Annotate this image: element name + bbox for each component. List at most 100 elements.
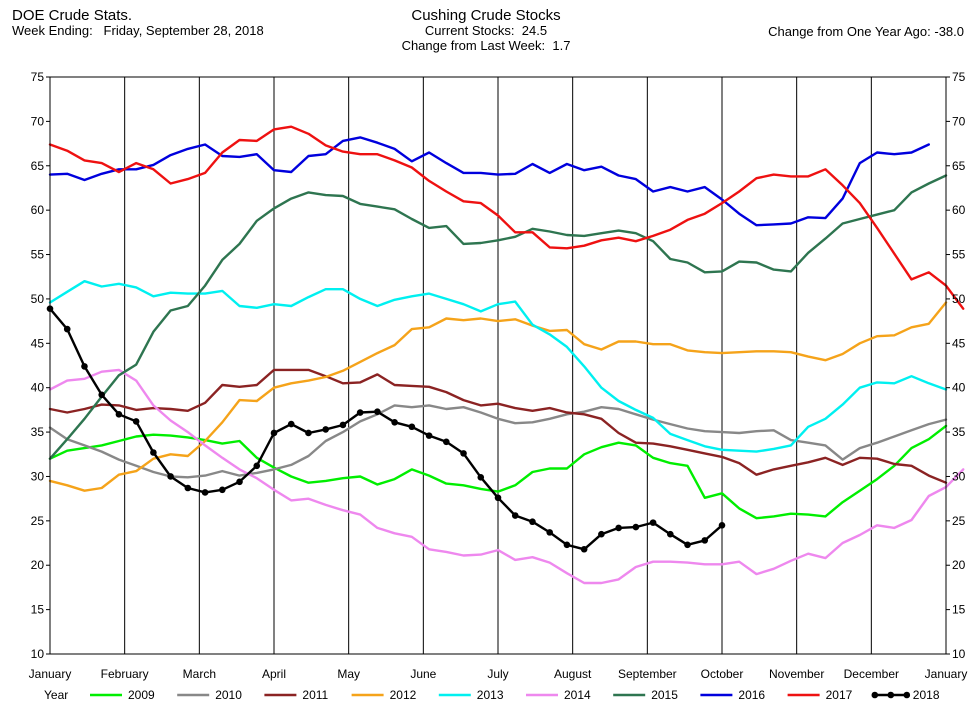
- x-tick-label: April: [262, 667, 286, 681]
- series-2016: [48, 136, 930, 227]
- x-tick-label: June: [410, 667, 436, 681]
- data-point: [529, 518, 536, 526]
- data-point: [81, 363, 88, 370]
- data-point: [701, 537, 709, 544]
- week-ending-label: Week Ending:: [12, 23, 93, 38]
- y-axis-left: 10 15 20 25 30 35 40 45 50 55 60 65 70 75: [31, 70, 50, 661]
- y-tick-label-left: 65: [31, 159, 45, 173]
- legend-item: 2016: [700, 688, 765, 702]
- series-2014: [48, 368, 965, 585]
- y-tick-label-left: 60: [31, 203, 45, 217]
- x-tick-label: August: [554, 667, 592, 681]
- y-tick-label-right: 60: [952, 203, 966, 217]
- data-point: [477, 474, 485, 481]
- x-tick-label: February: [101, 667, 149, 681]
- y-tick-label-right: 45: [952, 336, 966, 350]
- series-2015: [48, 174, 948, 460]
- week-ending-value: Friday, September 28, 2018: [103, 23, 264, 38]
- legend-item: 2010: [177, 688, 242, 702]
- y-tick-label-left: 50: [31, 292, 45, 306]
- series-2017: [48, 125, 965, 310]
- data-point: [684, 541, 691, 549]
- data-point: [425, 432, 433, 439]
- series-line: [48, 368, 965, 585]
- plot-border: [49, 76, 947, 655]
- chart-title: Cushing Crude Stocks: [411, 7, 561, 24]
- legend-item: 2013: [438, 688, 504, 702]
- data-point: [63, 325, 71, 333]
- data-point: [322, 426, 329, 433]
- legend-label: 2014: [564, 688, 591, 702]
- y-tick-label-left: 45: [31, 336, 45, 350]
- y-tick-label-right: 25: [952, 514, 966, 528]
- x-tick-label: October: [701, 667, 744, 681]
- legend-marker: [887, 691, 895, 699]
- series-line: [48, 301, 948, 492]
- legend-label: 2017: [826, 688, 853, 702]
- header-right: Change from One Year Ago: -38.0: [768, 24, 964, 39]
- legend-item: 2018: [871, 688, 940, 702]
- x-tick-label: May: [337, 667, 360, 681]
- data-point: [356, 409, 364, 416]
- legend-marker: [903, 691, 911, 699]
- data-point: [667, 530, 674, 538]
- series-2009: [48, 424, 948, 520]
- legend-label: 2012: [390, 688, 417, 702]
- y-tick-label-left: 20: [31, 558, 45, 572]
- data-point: [253, 462, 261, 470]
- y-tick-label-right: 20: [952, 558, 966, 572]
- series-2010: [48, 404, 948, 479]
- data-point: [167, 473, 174, 480]
- x-tick-label: March: [183, 667, 216, 681]
- y-tick-label-right: 15: [952, 603, 966, 617]
- series-line: [48, 174, 948, 460]
- data-point: [632, 523, 640, 531]
- legend-label: 2009: [128, 688, 155, 702]
- series-2018: [46, 305, 726, 553]
- data-point: [150, 449, 157, 456]
- data-point: [408, 423, 416, 431]
- y-tick-label-right: 30: [952, 469, 966, 483]
- y-tick-label-left: 75: [31, 70, 45, 84]
- data-point: [132, 418, 140, 425]
- legend: Year 2009 2010 2011 2012 2013 2014 2015 2016 2017…: [44, 688, 940, 702]
- header-center: Cushing Crude Stocks Current Stocks: 24.5…: [0, 8, 972, 53]
- series-line: [48, 307, 724, 551]
- current-stocks-value: 24.5: [521, 23, 548, 38]
- app-title: DOE Crude Stats.: [12, 7, 133, 24]
- series-line: [48, 125, 965, 310]
- legend-item: 2011: [264, 688, 329, 702]
- plot-frame: [49, 76, 947, 655]
- series-line: [48, 136, 930, 227]
- x-tick-label: November: [769, 667, 824, 681]
- data-point: [391, 419, 398, 426]
- y-tick-label-right: 75: [952, 70, 966, 84]
- legend-label: 2013: [477, 688, 504, 702]
- legend-label: 2018: [913, 688, 940, 702]
- y-tick-label-left: 40: [31, 381, 45, 395]
- data-point: [339, 421, 347, 429]
- x-tick-label: December: [844, 667, 899, 681]
- data-point: [305, 429, 312, 437]
- x-tick-label: January: [29, 667, 72, 681]
- legend-title: Year: [44, 688, 68, 702]
- data-point: [511, 512, 519, 519]
- legend-item: 2012: [351, 688, 417, 702]
- data-point: [115, 411, 123, 418]
- y-tick-label-right: 55: [952, 248, 966, 262]
- y-tick-label-left: 25: [31, 514, 45, 528]
- data-point: [615, 524, 622, 532]
- current-stocks-line: Current Stocks: 24.5: [0, 23, 972, 38]
- series-2012: [48, 301, 948, 492]
- legend-marker: [871, 691, 879, 699]
- y-tick-label-right: 10: [952, 647, 966, 661]
- y-tick-label-right: 40: [952, 381, 966, 395]
- y-tick-label-right: 65: [952, 159, 966, 173]
- y-axis-right: 10 15 20 25 30 35 40 45 50 55 60 65 70 75: [946, 70, 966, 661]
- data-point: [598, 530, 605, 538]
- x-axis: January February March April May June July Augu…: [29, 667, 968, 681]
- legend-item: 2009: [90, 688, 155, 702]
- data-point: [98, 391, 105, 399]
- data-point: [580, 545, 588, 553]
- series-line: [48, 424, 948, 520]
